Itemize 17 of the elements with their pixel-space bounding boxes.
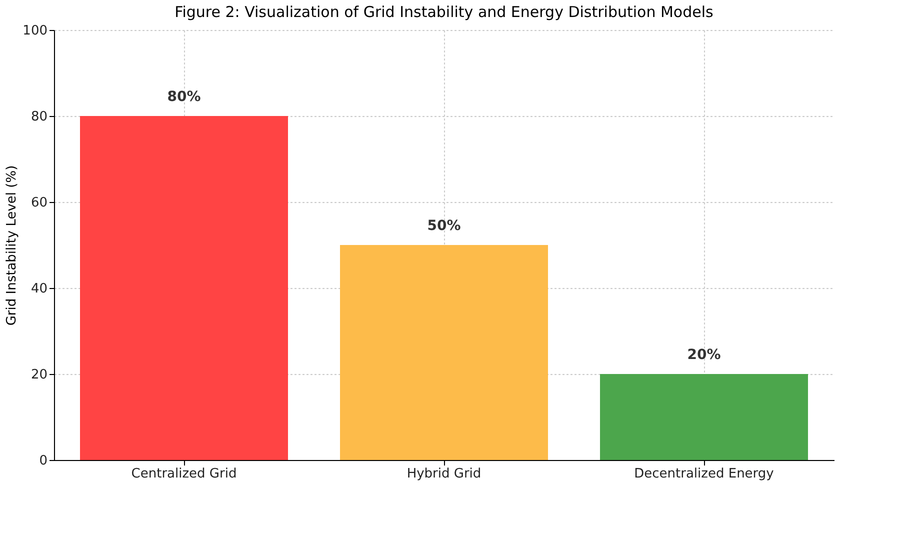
x-tick-label: Decentralized Energy	[634, 466, 774, 482]
y-tick-label: 40	[30, 282, 48, 296]
bar	[80, 116, 288, 460]
y-tick-label: 80	[30, 110, 48, 124]
y-tick-label: 60	[30, 196, 48, 210]
data-label: 80%	[167, 89, 201, 105]
data-label: 50%	[427, 218, 461, 234]
x-tick-label: Hybrid Grid	[406, 466, 482, 482]
y-tick-label: 0	[39, 454, 48, 468]
data-label: 20%	[687, 347, 721, 363]
x-tick-label: Centralized Grid	[131, 466, 237, 482]
y-tick-label: 100	[22, 24, 48, 38]
chart-title: Figure 2: Visualization of Grid Instability and Energy Distribution Models	[174, 3, 714, 21]
y-axis-title: Grid Instability Level (%)	[4, 165, 20, 326]
y-tick-label: 20	[30, 368, 48, 382]
bar	[340, 245, 548, 460]
bar	[600, 374, 808, 460]
